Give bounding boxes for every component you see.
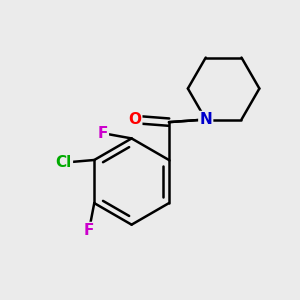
- Text: Cl: Cl: [56, 155, 72, 170]
- Text: N: N: [200, 112, 212, 127]
- Text: F: F: [84, 223, 94, 238]
- Text: O: O: [128, 112, 141, 127]
- Text: F: F: [98, 126, 108, 141]
